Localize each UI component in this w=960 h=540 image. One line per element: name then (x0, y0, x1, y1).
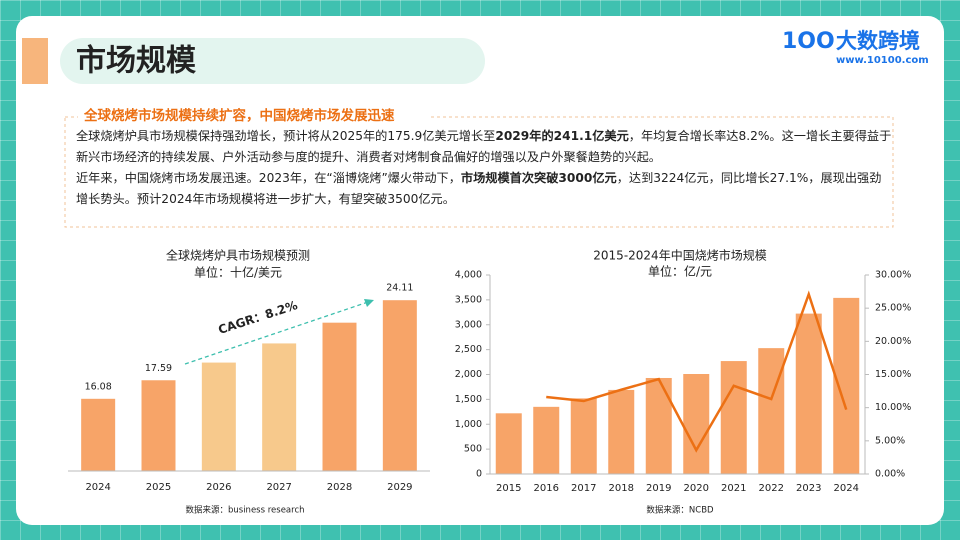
y-tick-label: 2,000 (455, 369, 482, 380)
y2-tick-label: 5.00% (875, 435, 905, 446)
y-tick-label: 1,000 (455, 419, 482, 430)
y-tick-label: 2,500 (455, 344, 482, 355)
bar (608, 389, 635, 474)
title-pill (60, 38, 485, 84)
bar (382, 300, 417, 471)
logo-url: www.10100.com (836, 55, 929, 66)
y-tick-label: 3,500 (455, 294, 482, 305)
source: 数据来源：NCBD (646, 505, 714, 516)
bar (795, 313, 822, 474)
y-tick-label: 500 (464, 444, 482, 455)
x-tick-label: 2015 (496, 483, 521, 494)
bar (720, 361, 747, 474)
text: ，年均复合增长率达8.2%。这一增长主要得益于新兴市场经济的持续发展、户外活动参… (76, 129, 892, 164)
bar (683, 374, 710, 474)
x-tick-label: 2029 (387, 482, 412, 493)
paragraph: 全球烧烤炉具市场规模保持强劲增长，预计将从2025年的175.9亿美元增长至20… (76, 126, 892, 168)
y2-tick-label: 10.00% (875, 402, 911, 413)
bar (758, 348, 785, 474)
bar (81, 398, 116, 471)
bar (833, 297, 860, 474)
accent-bar (22, 38, 48, 84)
annotation: CAGR：8.2% (216, 298, 299, 337)
x-tick-label: 2024 (85, 482, 110, 493)
x-tick-label: 2024 (834, 483, 859, 494)
x-tick-label: 2017 (571, 483, 596, 494)
x-tick-label: 2025 (146, 482, 171, 493)
text: ，达到3224亿元，同比增长27.1%，展现出强劲增长势头。预计2024年市场规… (76, 171, 882, 206)
bar (141, 380, 176, 471)
x-tick-label: 2022 (759, 483, 784, 494)
logo-name: 大数跨境 (836, 29, 920, 53)
bar (201, 362, 236, 471)
bar (645, 377, 672, 474)
text: 近年来，中国烧烤市场发展迅速。2023年，在“淄博烧烤”爆火带动下， (76, 171, 461, 185)
source: 数据来源：business research (185, 505, 304, 516)
chart-title: 全球烧烤炉具市场规模预测 (166, 248, 310, 263)
y-tick-label: 4,000 (455, 270, 482, 281)
chart-subtitle: 单位：亿/元 (648, 264, 712, 279)
bar (322, 322, 357, 471)
chart-title: 2015-2024年中国烧烤市场规模 (593, 248, 766, 263)
x-tick-label: 2027 (266, 482, 291, 493)
y-tick-label: 0 (476, 469, 482, 480)
bold-text: 2029年的241.1亿美元 (495, 129, 629, 143)
x-tick-label: 2020 (684, 483, 709, 494)
logo-icon: 1OO (782, 29, 835, 54)
line (546, 290, 848, 453)
x-tick-label: 2016 (534, 483, 559, 494)
cagr-arrow (184, 301, 369, 365)
chart-subtitle: 单位：十亿/美元 (194, 265, 282, 280)
x-tick-label: 2028 (327, 482, 352, 493)
bold-text: 市场规模首次突破3000亿元 (460, 171, 617, 185)
text: 全球烧烤炉具市场规模保持强劲增长，预计将从2025年的175.9亿美元增长至 (76, 129, 496, 143)
x-tick-label: 2023 (796, 483, 821, 494)
paragraph: 近年来，中国烧烤市场发展迅速。2023年，在“淄博烧烤”爆火带动下，市场规模首次… (76, 168, 892, 210)
y2-tick-label: 20.00% (875, 336, 911, 347)
y2-tick-label: 25.00% (875, 303, 911, 314)
heading-bg (78, 108, 428, 124)
y-tick-label: 1,500 (455, 394, 482, 405)
y-tick-label: 3,000 (455, 319, 482, 330)
y2-tick-label: 15.00% (875, 369, 911, 380)
page-title: 市场规模 (76, 44, 196, 79)
bar (533, 406, 560, 474)
x-tick-label: 2021 (721, 483, 746, 494)
value-label: 16.08 (85, 381, 112, 392)
bar (495, 413, 522, 474)
cagr-arrowhead (364, 299, 374, 307)
bar (570, 398, 597, 474)
x-tick-label: 2018 (609, 483, 634, 494)
y2-tick-label: 0.00% (875, 469, 905, 480)
x-tick-label: 2019 (646, 483, 671, 494)
section-heading: 全球烧烤市场规模持续扩容，中国烧烤市场发展迅速 (83, 107, 395, 124)
bar (262, 343, 297, 471)
x-tick-label: 2026 (206, 482, 231, 493)
paragraphs: 全球烧烤炉具市场规模保持强劲增长，预计将从2025年的175.9亿美元增长至20… (76, 126, 892, 210)
value-label: 24.11 (386, 283, 413, 294)
text-box (64, 116, 894, 228)
value-label: 17.59 (145, 363, 172, 374)
y2-tick-label: 30.00% (875, 270, 911, 281)
